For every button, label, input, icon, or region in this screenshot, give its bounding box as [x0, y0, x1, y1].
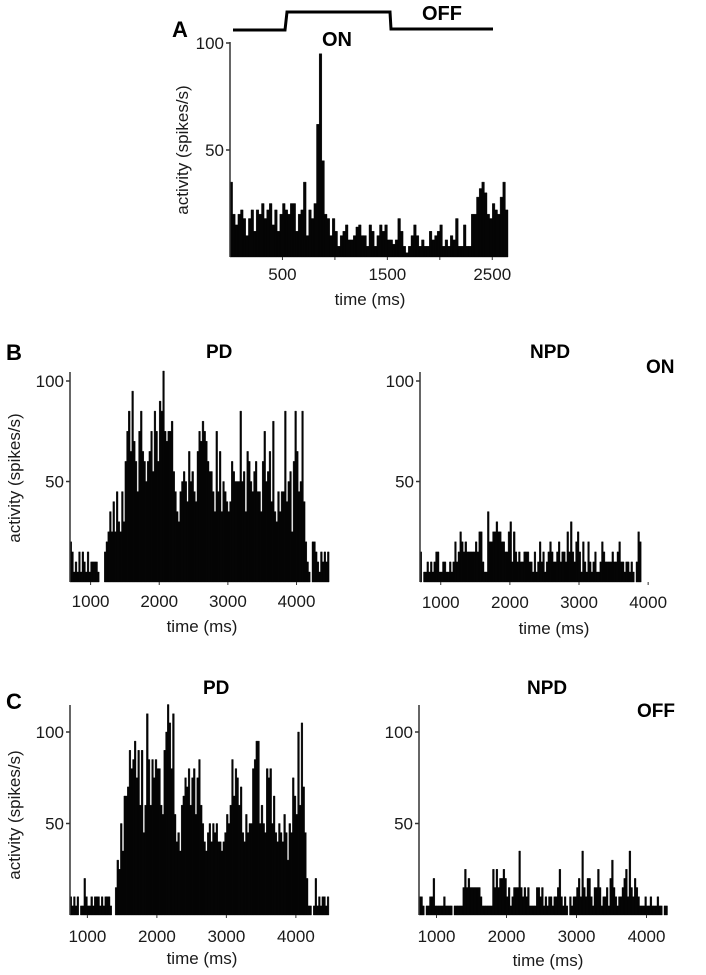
y-tick-label: 50 — [205, 141, 224, 160]
stimulus-on-label: ON — [322, 29, 352, 51]
y-tick-label: 100 — [36, 372, 64, 391]
stimulus-off-label: OFF — [422, 3, 462, 25]
panel-label-b: B — [6, 340, 22, 365]
panel-b-pd-ylabel: activity (spikes/s) — [5, 413, 24, 542]
x-tick-label: 4000 — [628, 927, 666, 946]
panel-b-pd-title: PD — [206, 342, 232, 363]
x-tick-label: 4000 — [629, 593, 667, 612]
x-tick-label: 1000 — [418, 927, 456, 946]
panel-c-npd-title: NPD — [527, 678, 567, 699]
x-tick-label: 3000 — [558, 927, 596, 946]
y-tick-label: 100 — [386, 372, 414, 391]
x-tick-label: 3000 — [207, 927, 245, 946]
x-tick-label: 1000 — [422, 593, 460, 612]
y-tick-label: 50 — [45, 473, 64, 492]
x-tick-label: 1000 — [68, 927, 106, 946]
panel-c-npd-xlabel: time (ms) — [513, 951, 584, 970]
panel-b-condition-label: ON — [646, 357, 675, 378]
histogram-bars — [69, 704, 330, 916]
panel-b-pd-xlabel: time (ms) — [167, 617, 238, 636]
y-tick-label: 100 — [36, 723, 64, 742]
x-tick-label: 2500 — [473, 265, 511, 284]
histogram-a: 50 100 500 1500 2500 — [196, 34, 512, 284]
histogram-bars — [419, 511, 642, 583]
histogram-c-pd: 50 100 1000 2000 3000 4000 — [36, 704, 330, 946]
panel-label-a: A — [172, 17, 188, 42]
x-tick-label: 2000 — [138, 927, 176, 946]
histogram-b-npd: 50 100 1000 2000 3000 4000 — [386, 372, 667, 612]
histogram-bars — [69, 370, 330, 583]
stimulus-trace — [233, 10, 493, 32]
histogram-b-pd: 50 100 1000 2000 3000 4000 — [36, 370, 330, 611]
x-tick-label: 3000 — [209, 592, 247, 611]
panel-label-c: C — [6, 689, 22, 714]
histogram-bars — [229, 53, 509, 258]
y-tick-label: 100 — [385, 723, 413, 742]
panel-c-condition-label: OFF — [637, 701, 675, 722]
panel-a-xlabel: time (ms) — [335, 290, 406, 309]
panel-b-npd-xlabel: time (ms) — [519, 619, 590, 638]
y-tick-label: 100 — [196, 34, 224, 53]
x-tick-label: 1000 — [72, 592, 110, 611]
y-tick-label: 50 — [45, 815, 64, 834]
x-tick-label: 3000 — [560, 593, 598, 612]
x-tick-label: 4000 — [278, 592, 316, 611]
panel-a-ylabel: activity (spikes/s) — [173, 85, 192, 214]
x-tick-label: 500 — [268, 265, 296, 284]
x-tick-label: 4000 — [277, 927, 315, 946]
y-tick-label: 50 — [394, 815, 413, 834]
x-tick-label: 2000 — [491, 593, 529, 612]
histogram-c-npd: 50 100 1000 2000 3000 4000 — [385, 705, 668, 946]
panel-c-pd-xlabel: time (ms) — [167, 949, 238, 968]
x-tick-label: 1500 — [368, 265, 406, 284]
histogram-bars — [418, 850, 668, 916]
panel-c-pd-title: PD — [203, 678, 229, 699]
y-tick-label: 50 — [395, 473, 414, 492]
x-tick-label: 2000 — [488, 927, 526, 946]
panel-c-pd-ylabel: activity (spikes/s) — [5, 750, 24, 879]
panel-b-npd-title: NPD — [530, 342, 570, 363]
x-tick-label: 2000 — [140, 592, 178, 611]
